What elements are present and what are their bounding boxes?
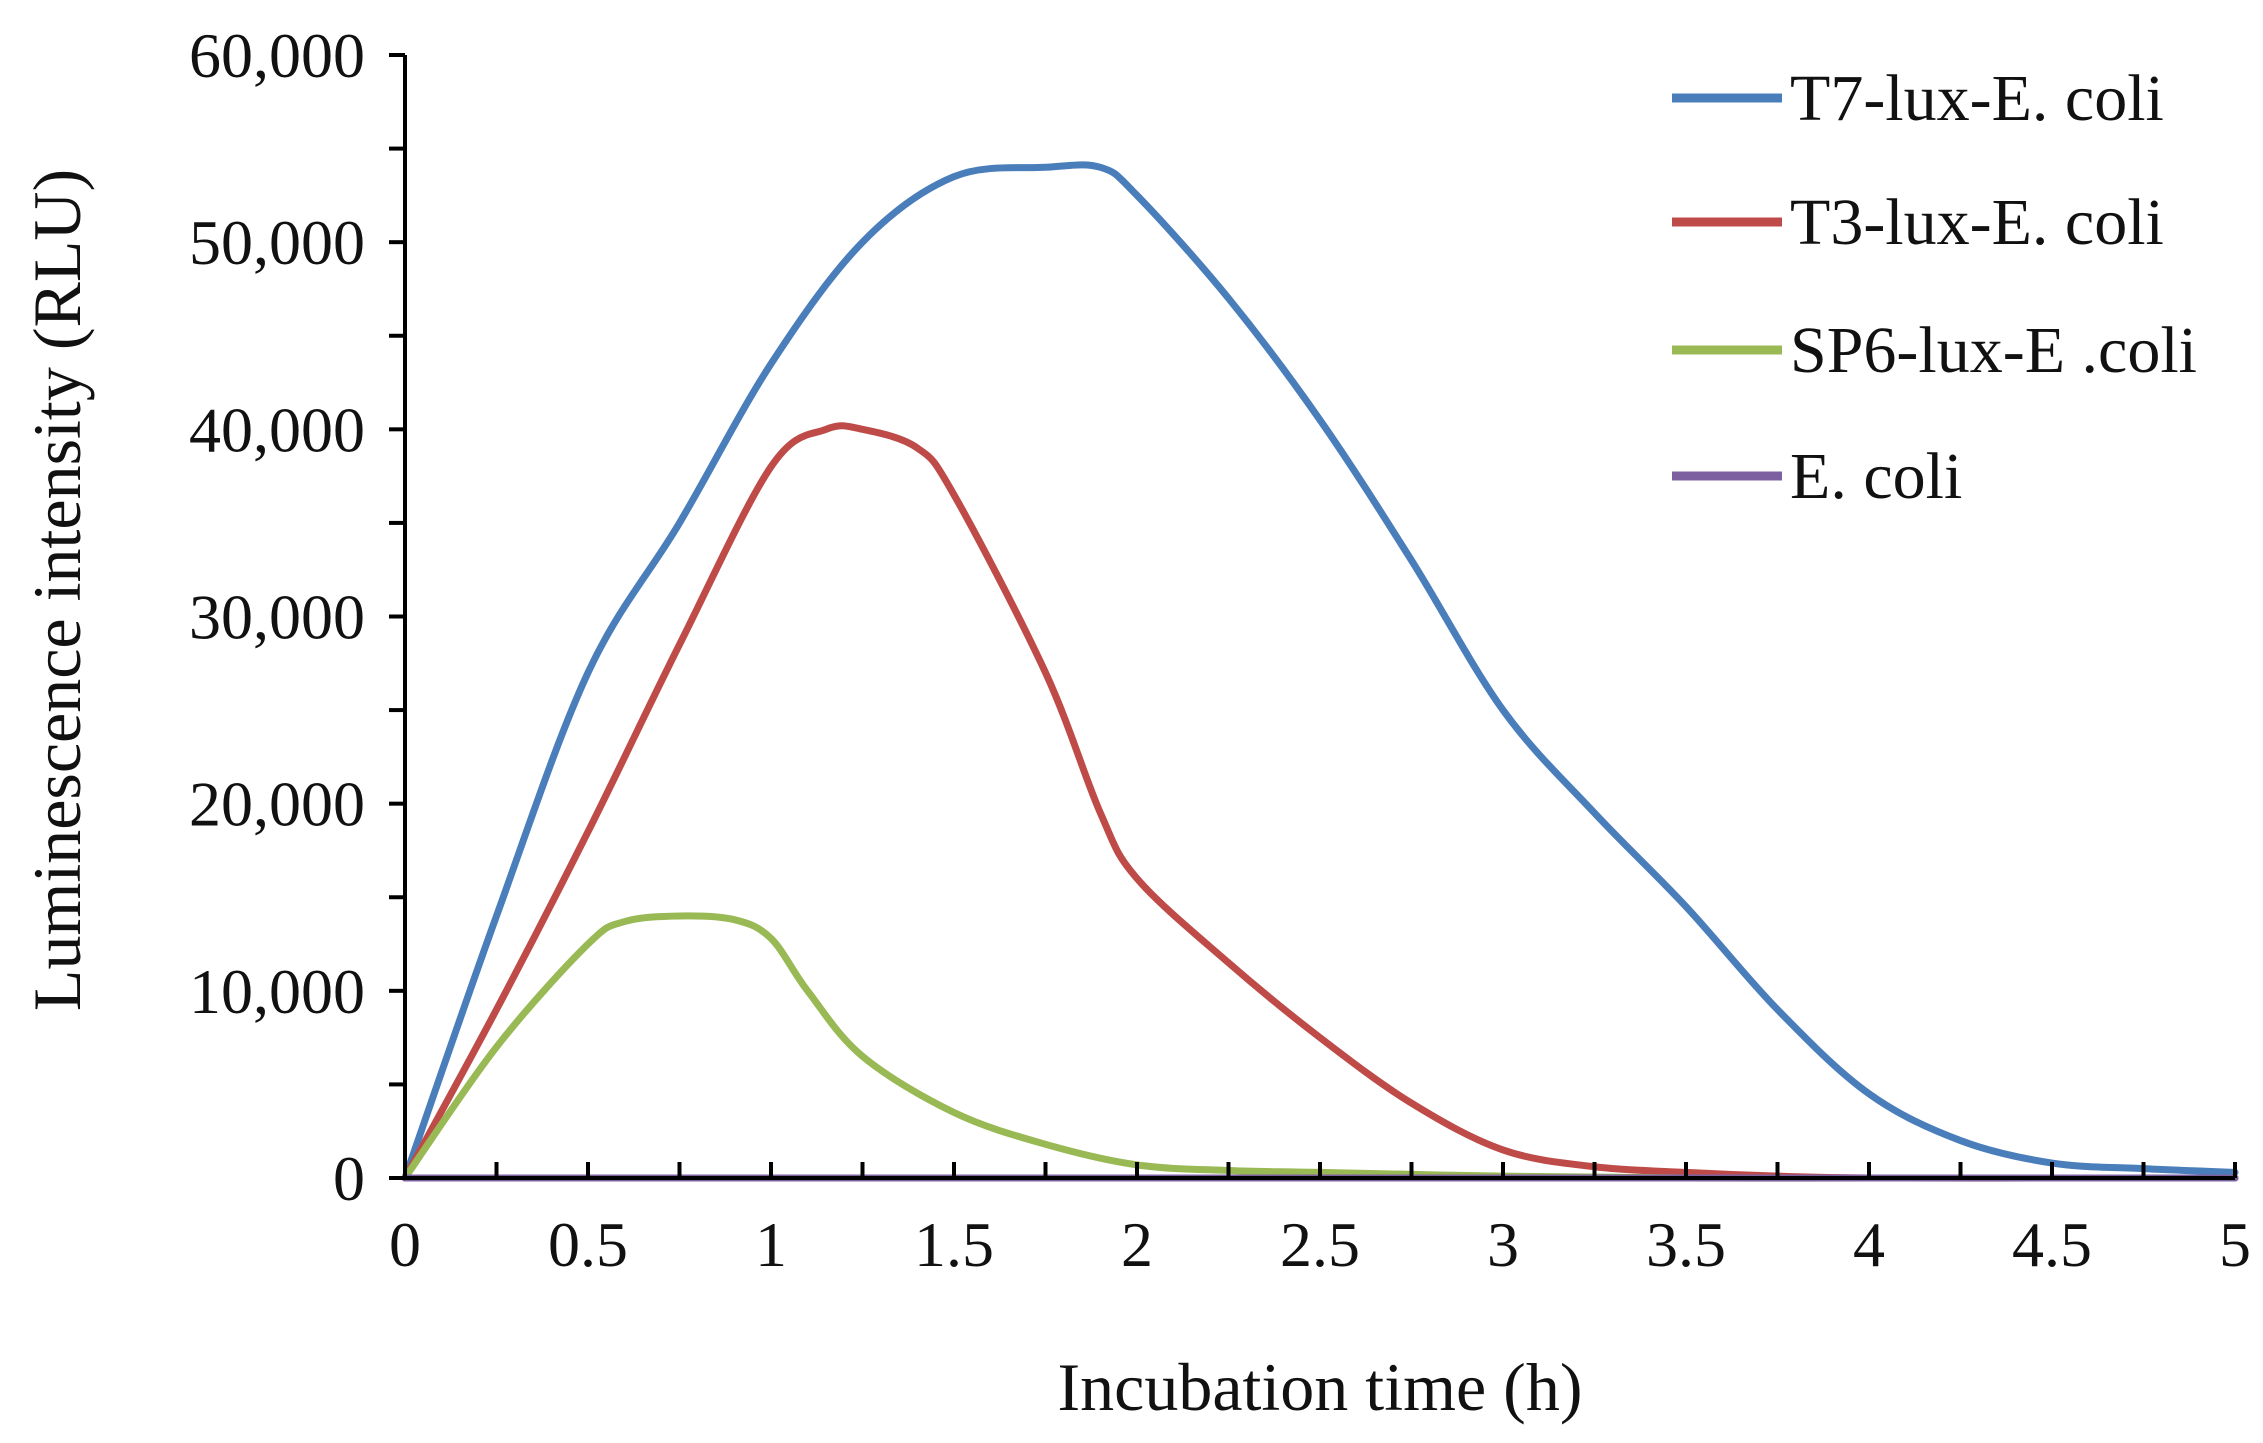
y-tick-labels: 0 10,000 20,000 30,000 40,000 50,000 60,000 (189, 20, 365, 1214)
legend-item-t3: T3-lux-E. coli (1672, 186, 2164, 259)
x-tick-label: 2 (1121, 1209, 1153, 1280)
x-tick-label: 4.5 (2012, 1209, 2092, 1280)
series-line-t7 (401, 161, 2239, 1182)
y-tick-label: 50,000 (189, 207, 365, 278)
legend-label-t3: T3-lux-E. coli (1790, 186, 2164, 259)
legend: T7-lux-E. coli T3-lux-E. coli SP6-lux-E … (1672, 62, 2197, 513)
axes (389, 53, 2237, 1180)
legend-item-ecoli: E. coli (1672, 440, 1962, 513)
series-line-t3 (401, 422, 2239, 1182)
y-tick-label: 20,000 (189, 769, 365, 840)
x-tick-label: 5 (2219, 1209, 2251, 1280)
x-tick-label: 0 (389, 1209, 421, 1280)
x-tick-labels: 0 0.5 1 1.5 2 2.5 3 3.5 4 4.5 5 (389, 1209, 2251, 1280)
x-tick-label: 2.5 (1280, 1209, 1360, 1280)
legend-label-ecoli: E. coli (1790, 440, 1962, 513)
x-tick-label: 1.5 (914, 1209, 994, 1280)
legend-item-sp6: SP6-lux-E .coli (1672, 314, 2197, 387)
x-tick-label: 3.5 (1646, 1209, 1726, 1280)
y-axis-title: Luminescence intensity (RLU) (19, 169, 95, 1011)
y-tick-label: 60,000 (189, 20, 365, 91)
x-tick-label: 1 (755, 1209, 787, 1280)
legend-label-sp6: SP6-lux-E .coli (1790, 314, 2197, 387)
x-axis-title: Incubation time (h) (1058, 1349, 1583, 1425)
legend-item-t7: T7-lux-E. coli (1672, 62, 2164, 135)
x-tick-label: 0.5 (548, 1209, 628, 1280)
x-tick-label: 3 (1487, 1209, 1519, 1280)
y-tick-label: 10,000 (189, 956, 365, 1027)
x-tick-label: 4 (1853, 1209, 1885, 1280)
y-tick-label: 40,000 (189, 394, 365, 465)
y-tick-label: 30,000 (189, 582, 365, 653)
y-tick-label: 0 (333, 1143, 365, 1214)
legend-label-t7: T7-lux-E. coli (1790, 62, 2164, 135)
